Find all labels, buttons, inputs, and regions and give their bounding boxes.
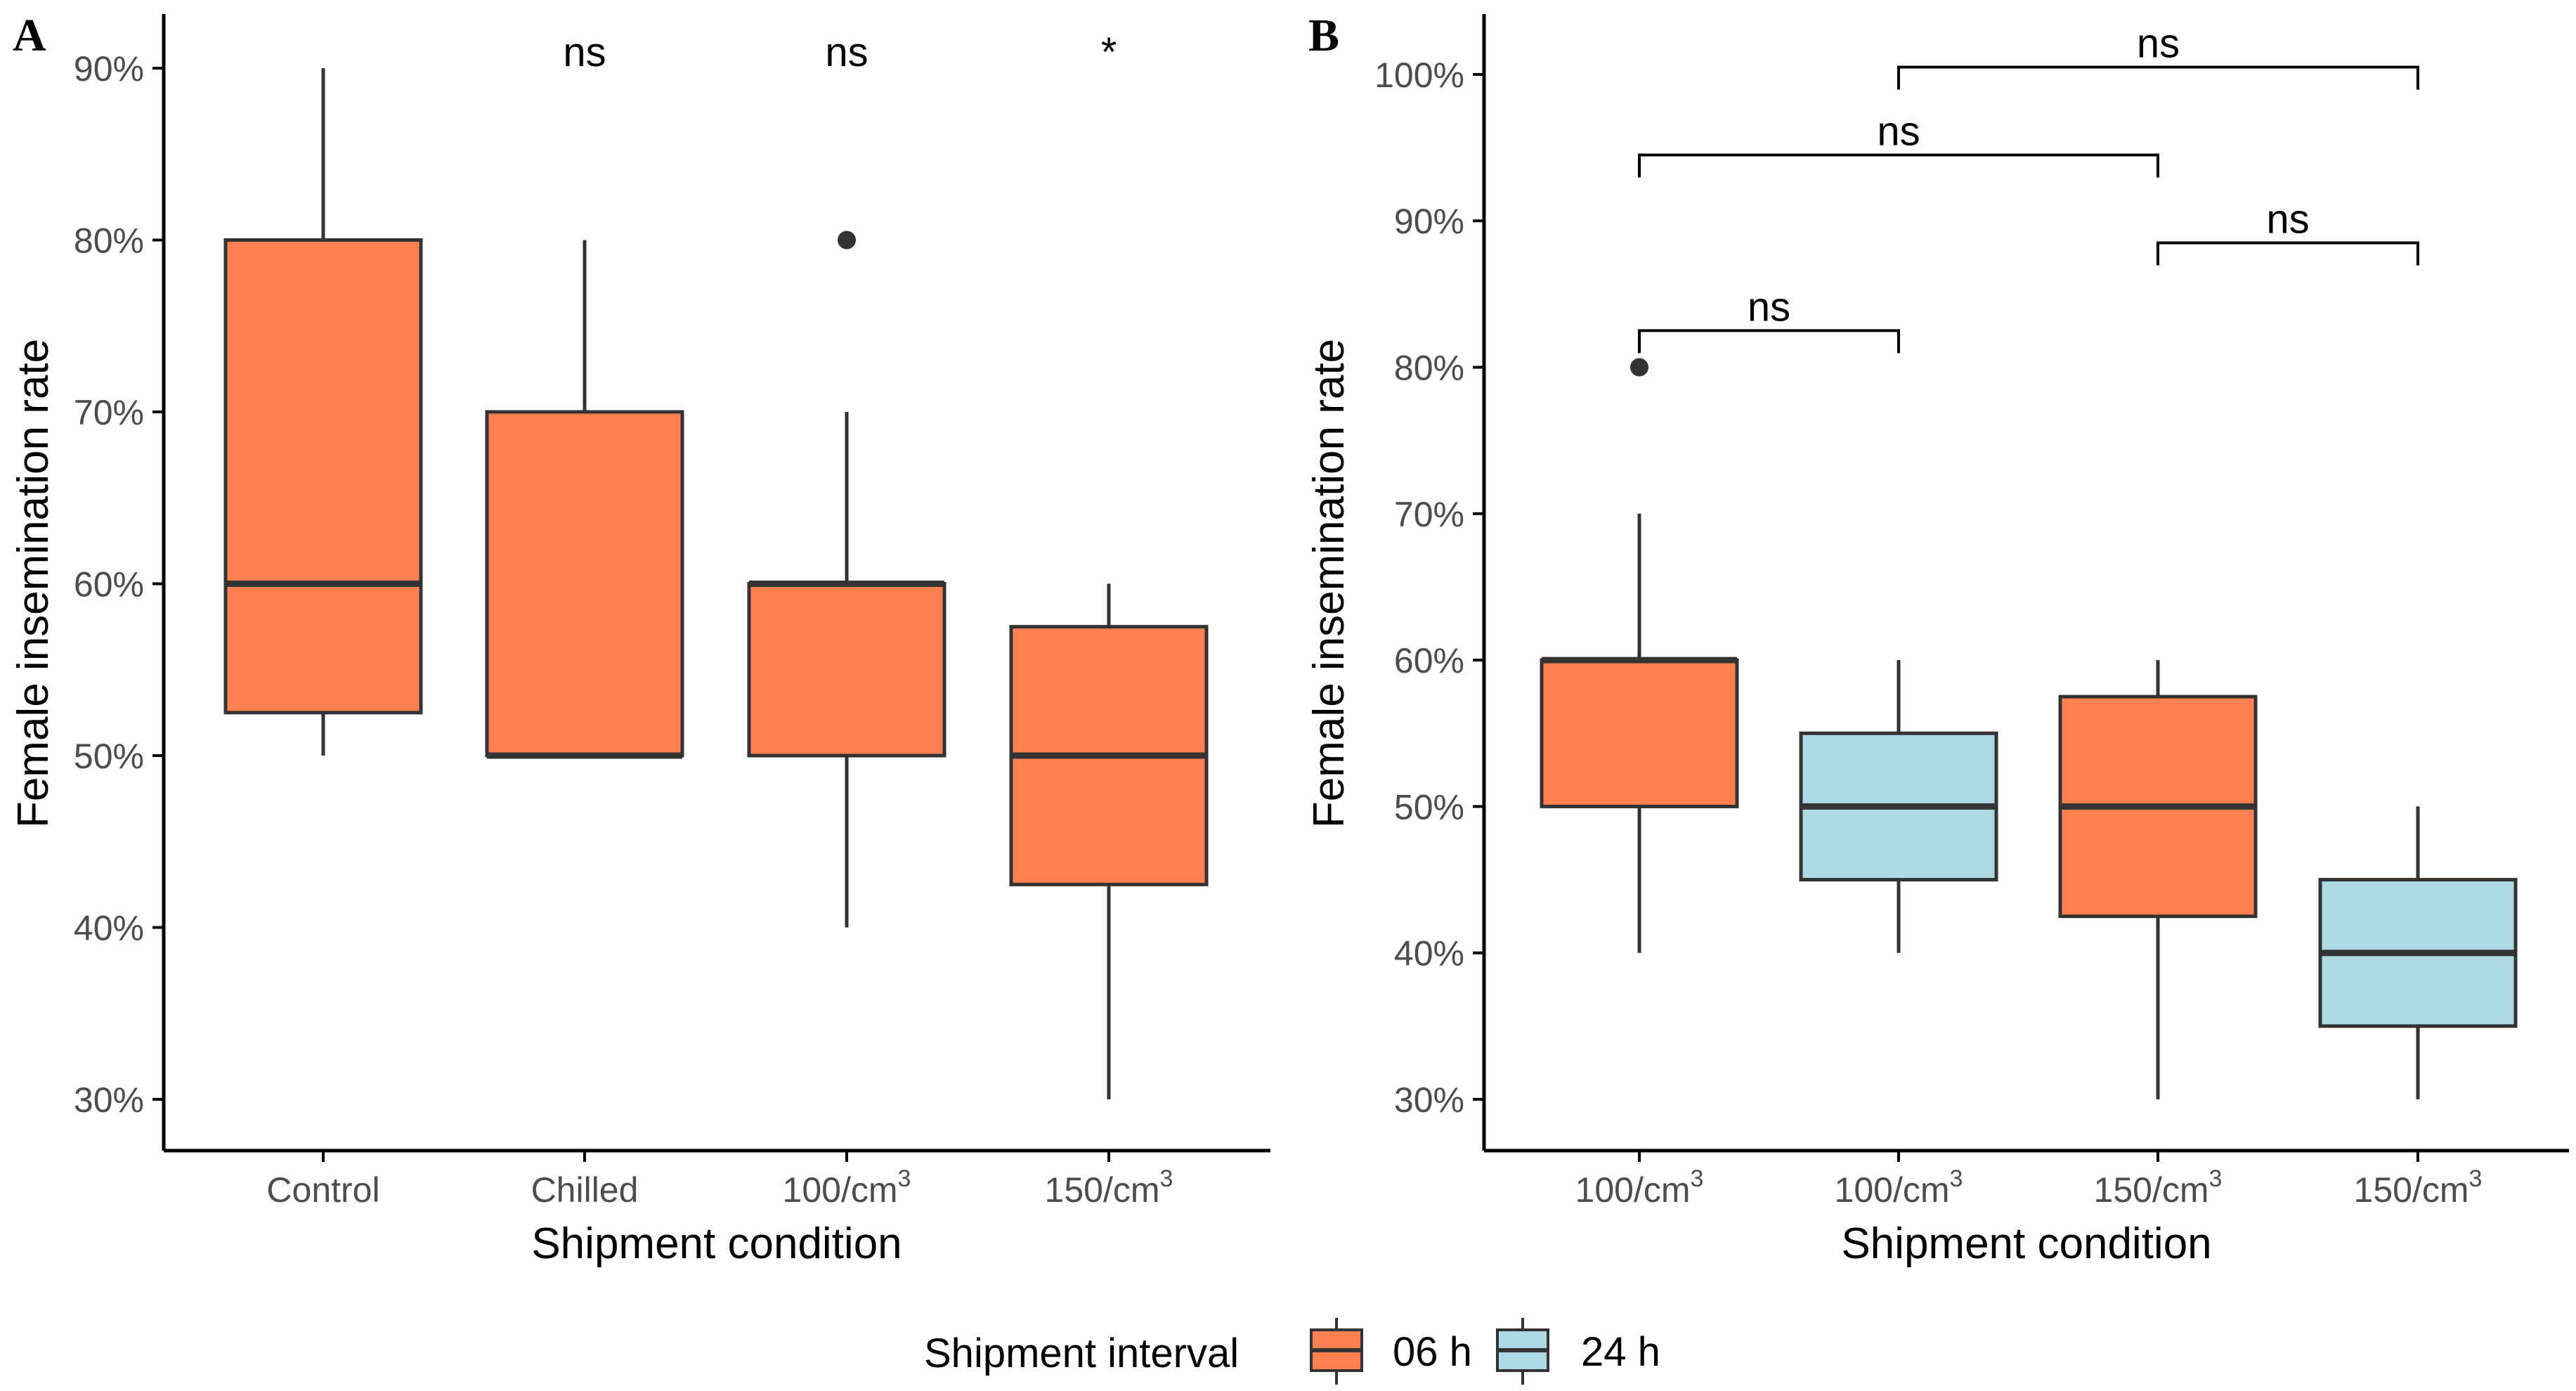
box-body [485,410,684,758]
comparison-label: ns [1748,284,1790,330]
legend-label-24h: 24 h [1581,1329,1660,1375]
x-tick-label: 100/cm3 [783,1165,911,1210]
y-tick-label: 80% [1394,349,1464,388]
y-tick-label: 50% [1394,787,1464,827]
outlier-point [1630,358,1648,377]
x-tick-label: 150/cm3 [2354,1165,2483,1210]
legend-title: Shipment interval [924,1331,1239,1376]
panel-b: B 30% 40% 50% 60% 70% 80% 90% 100% 100/cm3 100/c… [1305,10,2569,1268]
comparison-bracket [2157,241,2419,266]
panel-b-label: B [1308,10,1339,61]
x-tick-label: Control [266,1170,379,1210]
panel-a-label: A [13,10,46,61]
outlier-point [838,231,856,250]
y-tick-label: 30% [1394,1080,1464,1120]
y-tick-label: 100% [1374,56,1464,95]
significance-label: ns [825,30,868,75]
y-tick-label: 90% [1394,202,1464,241]
x-tick-label: Chilled [531,1170,639,1210]
x-tick-label: 150/cm3 [1045,1165,1173,1210]
y-tick-label: 30% [74,1080,144,1120]
legend-item-06h: 06 h [1310,1318,1472,1385]
y-tick-label: 40% [1394,934,1464,973]
legend: Shipment interval 06 h 24 h [924,1318,1660,1385]
y-tick-label: 70% [74,393,144,432]
legend-label-06h: 06 h [1393,1329,1472,1375]
panel-a-x-title: Shipment condition [531,1219,902,1268]
y-tick-label: 60% [74,565,144,604]
comparison-label: ns [2137,20,2180,66]
x-tick-label: 100/cm3 [1835,1165,1963,1210]
comparison-label: ns [1877,108,1920,154]
y-tick-label: 90% [74,49,144,89]
box-body [747,582,947,758]
comparison-bracket [1897,65,2419,90]
y-tick-label: 40% [74,909,144,948]
significance-label: ns [563,30,606,75]
panel-b-y-title: Female insemination rate [1305,339,1353,828]
panel-a-y-title: Female insemination rate [9,339,58,828]
significance-label: * [1101,30,1117,75]
y-tick-label: 80% [74,221,144,261]
x-tick-label: 150/cm3 [2094,1165,2223,1210]
panel-b-x-title: Shipment condition [1841,1219,2211,1268]
comparison-bracket [1638,153,2159,178]
comparison-bracket [1638,329,1900,354]
box-body [1540,658,1739,808]
y-tick-label: 50% [74,737,144,776]
panel-a: A 30% 40% 50% 60% 70% 80% 90% Control Chilled 10… [9,10,1270,1268]
comparison-label: ns [2266,196,2309,242]
y-tick-label: 60% [1394,641,1464,680]
x-tick-label: 100/cm3 [1575,1165,1704,1210]
y-tick-label: 70% [1394,495,1464,534]
box-body [223,238,423,715]
legend-item-24h: 24 h [1496,1318,1660,1385]
